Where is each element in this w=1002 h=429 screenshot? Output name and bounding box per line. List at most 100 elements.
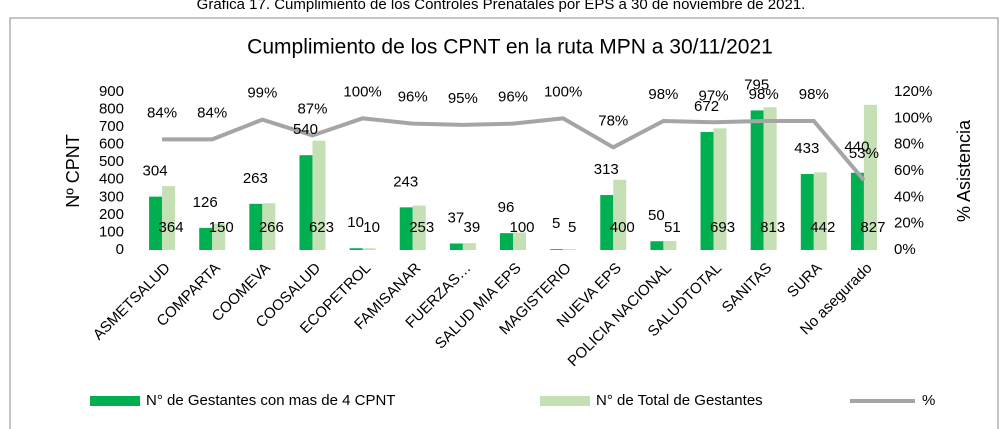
legend-swatch	[90, 396, 140, 406]
bar	[362, 248, 376, 250]
data-label: 53%	[849, 145, 879, 162]
data-label: 623	[309, 219, 334, 236]
y-tick-label: 300	[99, 188, 124, 205]
chart-title: Cumplimiento de los CPNT en la ruta MPN …	[247, 36, 773, 59]
bar	[800, 173, 814, 250]
legend-swatch	[540, 396, 590, 406]
y2-tick-label: 20%	[894, 215, 924, 232]
y-tick-label: 700	[99, 118, 124, 135]
y-tick-label: 500	[99, 153, 124, 170]
y2-tick-label: 60%	[894, 162, 924, 179]
data-label: 97%	[699, 87, 729, 104]
legend-label: N° de Gestantes con mas de 4 CPNT	[146, 392, 395, 409]
bar	[249, 203, 263, 250]
bar	[763, 107, 777, 250]
bar	[349, 248, 363, 250]
y-axis-label: Nº CPNT	[63, 134, 83, 208]
y-tick-label: 900	[99, 83, 124, 100]
bar	[600, 195, 614, 250]
data-label: 96%	[398, 89, 428, 106]
legend-label: N° de Total de Gestantes	[596, 392, 763, 409]
y2-tick-label: 0%	[894, 241, 916, 258]
data-label: 98%	[749, 86, 779, 103]
bar	[199, 227, 213, 250]
bar	[863, 104, 877, 250]
bar	[700, 132, 714, 250]
y-tick-label: 400	[99, 171, 124, 188]
bar	[412, 205, 426, 250]
data-label: 693	[710, 219, 735, 236]
bar	[212, 223, 226, 250]
bar	[462, 243, 476, 250]
bar	[613, 179, 627, 250]
data-label: 813	[760, 219, 785, 236]
y-tick-label: 0	[116, 241, 124, 258]
data-label: 10	[347, 214, 364, 231]
data-label: 263	[243, 170, 268, 187]
bar	[299, 155, 313, 250]
data-label: 95%	[448, 90, 478, 107]
y-tick-label: 200	[99, 206, 124, 223]
data-label: 87%	[297, 100, 327, 117]
data-label: 100%	[544, 83, 582, 100]
bar	[850, 172, 864, 250]
bar	[399, 207, 413, 250]
bar	[162, 186, 176, 250]
bar	[713, 128, 727, 250]
bar	[149, 196, 163, 250]
y2-tick-label: 120%	[894, 83, 932, 100]
data-label: 433	[794, 140, 819, 157]
bar	[500, 233, 513, 250]
data-label: 442	[810, 219, 835, 236]
data-label: 10	[363, 219, 380, 236]
data-label: 266	[259, 219, 284, 236]
bar	[550, 249, 564, 250]
bar	[262, 203, 276, 250]
bar	[750, 110, 764, 250]
data-label: 37	[448, 209, 465, 226]
data-label: 78%	[598, 112, 628, 129]
data-label: 84%	[197, 104, 227, 121]
line	[162, 116, 866, 182]
data-label: 98%	[799, 86, 829, 103]
bar	[650, 241, 664, 250]
data-label: 400	[610, 219, 635, 236]
data-label: 243	[393, 173, 418, 190]
y2-tick-label: 80%	[894, 136, 924, 153]
data-label: 364	[159, 219, 184, 236]
bar	[449, 243, 463, 250]
data-label: 253	[409, 219, 434, 236]
bar	[513, 232, 526, 250]
bar	[563, 249, 577, 250]
y-tick-label: 600	[99, 136, 124, 153]
bar	[312, 140, 326, 250]
y-tick-label: 800	[99, 101, 124, 118]
data-label: 304	[143, 163, 168, 180]
data-label: 440	[844, 139, 869, 156]
legend-label: %	[922, 392, 935, 409]
data-label: 51	[664, 219, 681, 236]
y-tick-label: 100	[99, 223, 124, 240]
data-label: 50	[648, 207, 665, 224]
data-label: 96	[498, 199, 515, 216]
data-label: 313	[594, 161, 619, 178]
data-label: 672	[694, 98, 719, 115]
y2-tick-label: 100%	[894, 109, 932, 126]
data-label: 827	[860, 219, 885, 236]
data-label: 100%	[343, 83, 381, 100]
y2-tick-label: 40%	[894, 188, 924, 205]
caption: Gráfica 17. Cumplimiento de los Controle…	[197, 0, 806, 13]
data-label: 98%	[648, 86, 678, 103]
data-label: 795	[744, 76, 769, 93]
data-label: 5	[568, 219, 576, 236]
data-label: 150	[209, 219, 234, 236]
data-label: 96%	[498, 89, 528, 106]
y2-axis-label: % Asistencia	[954, 119, 974, 222]
data-label: 5	[552, 215, 560, 232]
data-label: 100	[509, 219, 534, 236]
data-label: 540	[293, 121, 318, 138]
data-label: 126	[193, 194, 218, 211]
data-label: 84%	[147, 104, 177, 121]
bar	[663, 241, 677, 250]
